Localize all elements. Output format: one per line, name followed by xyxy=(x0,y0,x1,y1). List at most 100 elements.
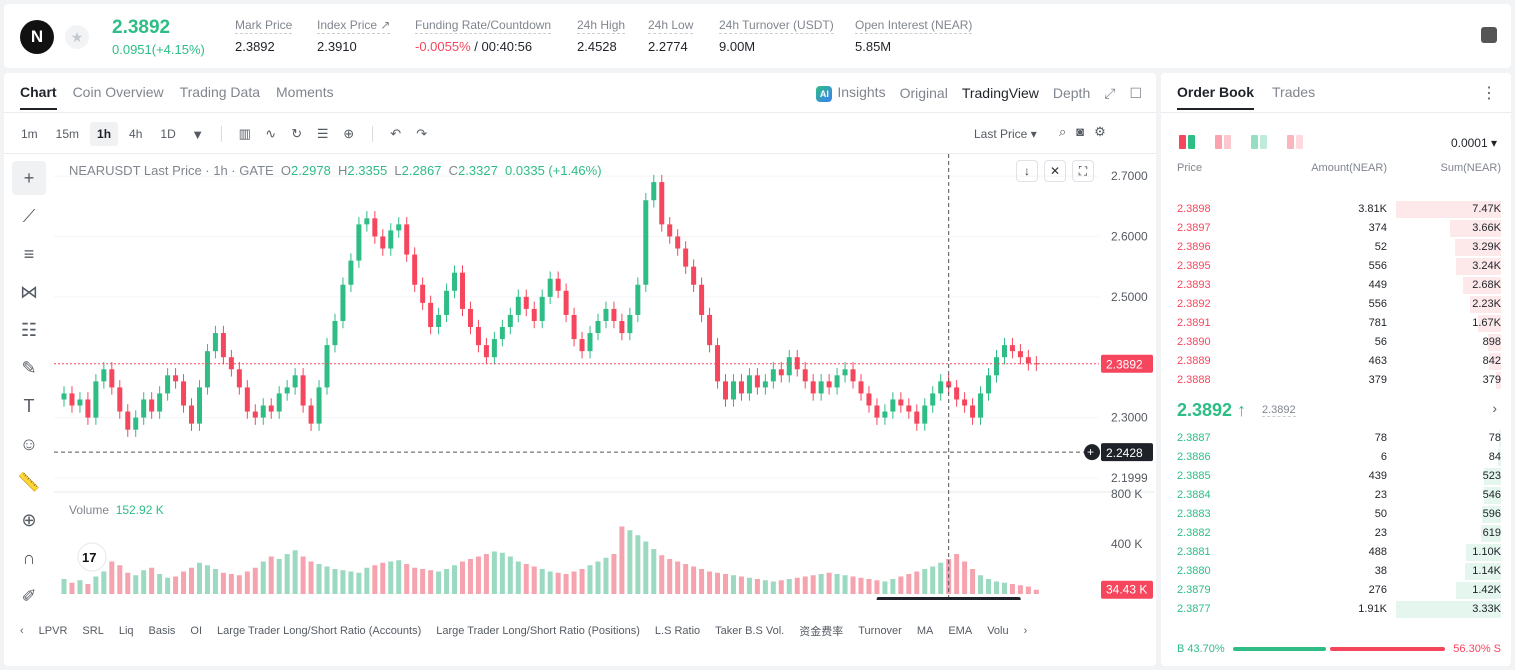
indicator-item[interactable]: Large Trader Long/Short Ratio (Accounts) xyxy=(217,625,422,637)
interval-toolbar: 1m 15m 1h 4h 1D ▼ ▥ ∿ ↻ ☰ ⊕ ↶ ↷ xyxy=(14,122,433,146)
indicator-item[interactable]: SRL xyxy=(82,625,104,637)
tradingview-tab[interactable]: TradingView xyxy=(961,85,1039,101)
add-alert-icon[interactable]: ⊕ xyxy=(343,126,355,141)
indicator-item[interactable]: Turnover xyxy=(858,625,902,637)
fib-icon[interactable]: ☷ xyxy=(20,319,38,340)
interval-dropdown-icon[interactable]: ▼ xyxy=(191,126,205,142)
chevron-right-icon[interactable]: › xyxy=(1492,400,1497,416)
emoji-icon[interactable]: ☺ xyxy=(19,433,39,454)
indicator-item[interactable]: Large Trader Long/Short Ratio (Positions… xyxy=(436,625,640,637)
bid-row[interactable]: 2.3881 488 1.10K xyxy=(1177,543,1501,562)
ask-row[interactable]: 2.3896 52 3.29K xyxy=(1177,238,1501,257)
layout-asks-icon[interactable] xyxy=(1215,135,1231,149)
insights-tab[interactable]: AI Insights xyxy=(816,84,886,102)
indicators-icon[interactable]: ∿ xyxy=(265,126,277,141)
indicator-item[interactable]: Taker B.S Vol. xyxy=(715,625,785,637)
tab-coin-overview[interactable]: Coin Overview xyxy=(72,84,164,100)
layout-bids-icon[interactable] xyxy=(1251,135,1267,149)
search-icon[interactable]: ⌕ xyxy=(1059,124,1067,139)
more-menu-icon[interactable]: ⋮ xyxy=(1481,85,1497,102)
price-type-select[interactable]: Last Price ▾ xyxy=(974,127,1037,141)
bid-row[interactable]: 2.3879 276 1.42K xyxy=(1177,581,1501,600)
gear-icon[interactable]: ⚙ xyxy=(1094,124,1106,139)
ask-row[interactable]: 2.3892 556 2.23K xyxy=(1177,295,1501,314)
indicator-bar: ‹ LPVR SRL Liq Basis OI Large Trader Long/Shor… xyxy=(20,623,1027,639)
interval-1D[interactable]: 1D xyxy=(160,127,176,141)
window-icon[interactable]: ☐ xyxy=(1129,84,1142,101)
fullscreen-icon[interactable]: ⛶ xyxy=(1072,160,1094,182)
camera-icon[interactable]: ◙ xyxy=(1076,124,1085,139)
ask-row[interactable]: 2.3889 463 842 xyxy=(1177,352,1501,371)
scroll-right-icon[interactable]: › xyxy=(1023,625,1028,637)
bid-row[interactable]: 2.3880 38 1.14K xyxy=(1177,562,1501,581)
tab-moments[interactable]: Moments xyxy=(276,84,334,100)
tab-trading-data[interactable]: Trading Data xyxy=(179,84,261,100)
volume-bar xyxy=(850,576,856,594)
bid-row[interactable]: 2.3884 23 546 xyxy=(1177,486,1501,505)
tab-chart[interactable]: Chart xyxy=(20,84,57,110)
trendline-icon[interactable]: ⟋ xyxy=(22,205,36,226)
indicator-item[interactable]: 资金费率 xyxy=(799,626,844,638)
stat-label: Open Interest (NEAR) xyxy=(855,18,973,34)
collapse-icon[interactable]: ✕ xyxy=(1044,160,1066,182)
text-icon[interactable]: T xyxy=(23,395,35,416)
favorite-star-icon[interactable]: ★ xyxy=(65,25,89,49)
indicator-item[interactable]: Volu xyxy=(987,625,1009,637)
ask-row[interactable]: 2.3891 781 1.67K xyxy=(1177,314,1501,333)
bid-row[interactable]: 2.3882 23 619 xyxy=(1177,524,1501,543)
expand-icon[interactable]: ⤢ xyxy=(1104,84,1116,101)
indicator-item[interactable]: OI xyxy=(190,625,203,637)
zoom-in-icon[interactable]: ⊕ xyxy=(21,509,37,530)
templates-icon[interactable]: ☰ xyxy=(316,126,329,141)
ask-row[interactable]: 2.3888 379 379 xyxy=(1177,371,1501,390)
volume-bar xyxy=(810,575,816,594)
undo-icon[interactable]: ↶ xyxy=(390,126,402,141)
indicator-item[interactable]: Basis xyxy=(148,625,176,637)
ask-row[interactable]: 2.3897 374 3.66K xyxy=(1177,219,1501,238)
original-tab[interactable]: Original xyxy=(899,85,948,101)
replay-icon[interactable]: ↻ xyxy=(291,126,303,141)
interval-4h[interactable]: 4h xyxy=(129,127,143,141)
ohlc-change: 0.0335 (+1.46%) xyxy=(505,163,602,178)
pencil-lock-icon[interactable]: ✐ xyxy=(21,585,37,606)
bid-row[interactable]: 2.3886 6 84 xyxy=(1177,448,1501,467)
tab-trades[interactable]: Trades xyxy=(1272,84,1316,100)
ask-row[interactable]: 2.3890 56 898 xyxy=(1177,333,1501,352)
tab-order-book[interactable]: Order Book xyxy=(1177,84,1255,110)
redo-icon[interactable]: ↷ xyxy=(416,126,428,141)
document-icon[interactable] xyxy=(1481,27,1497,43)
ask-row[interactable]: 2.3898 3.81K 7.47K xyxy=(1177,200,1501,219)
candle-type-icon[interactable]: ▥ xyxy=(238,126,251,141)
divider xyxy=(4,112,1156,113)
interval-1m[interactable]: 1m xyxy=(21,127,38,141)
ruler-icon[interactable]: 📏 xyxy=(17,471,41,492)
layout-mixed-icon[interactable] xyxy=(1287,135,1303,149)
pattern-icon[interactable]: ⋈ xyxy=(20,281,38,302)
indicator-item[interactable]: EMA xyxy=(948,625,973,637)
interval-1h[interactable]: 1h xyxy=(90,122,119,146)
crosshair-icon[interactable]: + xyxy=(12,161,46,195)
indicator-item[interactable]: Liq xyxy=(118,625,134,637)
precision-select[interactable]: 0.0001 ▾ xyxy=(1450,136,1497,150)
volume-bar xyxy=(914,571,920,594)
scroll-left-icon[interactable]: ‹ xyxy=(20,625,24,637)
bid-row[interactable]: 2.3885 439 523 xyxy=(1177,467,1501,486)
indicator-item[interactable]: L.S Ratio xyxy=(654,625,701,637)
bid-row[interactable]: 2.3877 1.91K 3.33K xyxy=(1177,600,1501,619)
brush-icon[interactable]: ✎ xyxy=(21,357,37,378)
divider xyxy=(220,126,222,142)
bid-row[interactable]: 2.3883 50 596 xyxy=(1177,505,1501,524)
candlestick-chart[interactable]: 2.7000 2.6000 2.5000 2.3000 2.1999 800 K 400 K… xyxy=(54,154,1154,600)
ask-row[interactable]: 2.3895 556 3.24K xyxy=(1177,257,1501,276)
depth-tab[interactable]: Depth xyxy=(1052,85,1091,101)
layout-both-icon[interactable] xyxy=(1179,135,1195,149)
indicator-item[interactable]: LPVR xyxy=(38,625,68,637)
horizontal-lines-icon[interactable]: ≡ xyxy=(23,243,35,264)
interval-15m[interactable]: 15m xyxy=(55,127,80,141)
arrow-down-icon[interactable]: ↓ xyxy=(1016,160,1038,182)
magnet-icon[interactable]: ∩ xyxy=(22,547,36,568)
ask-row[interactable]: 2.3893 449 2.68K xyxy=(1177,276,1501,295)
bid-row[interactable]: 2.3887 78 78 xyxy=(1177,429,1501,448)
tradingview-logo: 17 xyxy=(82,550,96,565)
indicator-item[interactable]: MA xyxy=(916,625,934,637)
